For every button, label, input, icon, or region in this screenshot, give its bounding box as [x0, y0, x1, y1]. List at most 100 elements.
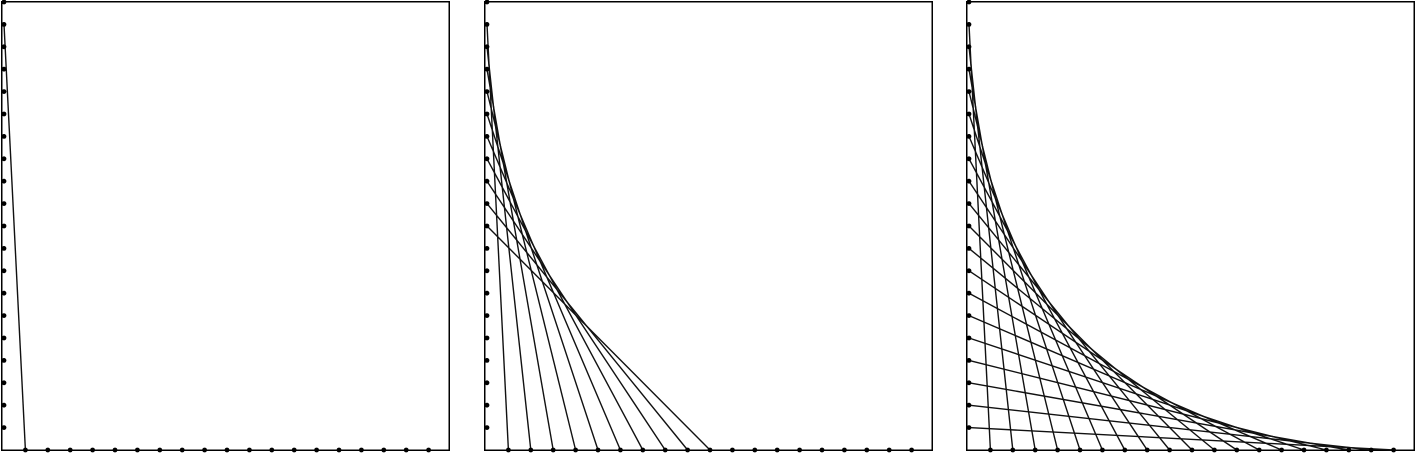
thread-line: [968, 225, 1193, 451]
bottom-edge-pin: [90, 447, 95, 453]
left-edge-pin: [1, 156, 7, 162]
left-edge-pin: [1, 0, 7, 5]
bottom-edge-pin: [135, 447, 140, 453]
bottom-edge-pin: [247, 447, 252, 453]
left-edge-pin: [1, 358, 7, 363]
string-art-canvas-3: [966, 0, 1415, 453]
panel-frame: [484, 1, 933, 451]
left-edge-pin: [1, 89, 7, 94]
left-edge-pin: [1, 313, 7, 318]
left-edge-pin: [484, 66, 490, 72]
left-edge-pin: [1, 402, 7, 408]
bottom-edge-pin: [573, 447, 578, 453]
left-edge-pin: [966, 44, 972, 50]
bottom-edge-pin: [359, 447, 364, 453]
bottom-edge-pin: [864, 447, 870, 453]
left-edge-pin: [966, 156, 972, 162]
left-edge-pin: [484, 246, 490, 251]
thread-line: [968, 382, 1349, 451]
bottom-edge-pin: [1256, 447, 1262, 453]
left-edge-pin: [966, 22, 972, 27]
left-edge-pin: [484, 358, 490, 363]
left-edge-pin: [484, 44, 490, 50]
bottom-edge-pin: [269, 447, 275, 453]
bottom-edge-pin: [1032, 447, 1038, 453]
bottom-edge-pin: [45, 447, 51, 453]
bottom-edge-pin: [618, 447, 623, 453]
bottom-edge-pin: [1122, 447, 1128, 453]
bottom-edge-pin: [506, 447, 511, 453]
bottom-edge-pin: [595, 447, 601, 453]
bottom-edge-pin: [774, 447, 780, 453]
thread-line: [486, 225, 711, 451]
left-edge-pin: [1, 335, 7, 341]
bottom-edge-pin: [314, 447, 319, 453]
bottom-edge-pin: [1234, 447, 1240, 453]
left-edge-pin: [484, 89, 490, 94]
string-art-canvas-2: [484, 0, 933, 453]
bottom-edge-pin: [157, 447, 163, 453]
left-edge-pin: [1, 380, 7, 386]
bottom-edge-pin: [403, 447, 409, 453]
thread-line: [3, 24, 27, 451]
bottom-edge-pin: [1212, 447, 1217, 453]
left-edge-pin: [1, 223, 7, 229]
bottom-edge-pin: [842, 447, 847, 453]
bottom-edge-pin: [1301, 447, 1307, 453]
thread-line: [968, 426, 1394, 451]
left-edge-pin: [484, 0, 490, 5]
thread-line: [968, 404, 1372, 451]
string-art-panel-3: [966, 0, 1415, 453]
bottom-edge-pin: [1391, 447, 1396, 453]
left-edge-pin: [1, 201, 7, 207]
thread-line: [968, 270, 1238, 451]
bottom-edge-pin: [752, 447, 758, 453]
bottom-edge-pin: [202, 447, 208, 453]
left-edge-pin: [966, 246, 972, 251]
bottom-edge-pin: [291, 447, 297, 453]
left-edge-pin: [966, 66, 972, 72]
bottom-edge-pin: [1324, 447, 1329, 453]
bottom-edge-pin: [1167, 447, 1172, 453]
string-art-panel-1: [1, 0, 450, 453]
left-edge-pin: [484, 335, 490, 341]
left-edge-pin: [966, 178, 972, 184]
bottom-edge-pin: [67, 447, 73, 453]
bottom-edge-pin: [730, 447, 735, 453]
left-edge-pin: [484, 380, 490, 386]
bottom-edge-pin: [1010, 447, 1016, 453]
thread-line: [968, 337, 1305, 451]
left-edge-pin: [966, 358, 972, 363]
left-edge-pin: [966, 425, 972, 430]
left-edge-pin: [1, 246, 7, 251]
bottom-edge-pin: [23, 447, 28, 453]
bottom-edge-pin: [1189, 447, 1195, 453]
left-edge-pin: [1, 178, 7, 184]
left-edge-pin: [484, 425, 490, 430]
left-edge-pin: [1, 22, 7, 27]
thread-line: [968, 247, 1215, 451]
left-edge-pin: [1, 111, 7, 117]
bottom-edge-pin: [1100, 447, 1105, 453]
bottom-edge-pin: [819, 447, 825, 453]
left-edge-pin: [484, 268, 490, 274]
string-art-panel-2: [484, 0, 933, 453]
bottom-edge-pin: [797, 447, 802, 453]
left-edge-pin: [484, 201, 490, 207]
left-edge-pin: [484, 402, 490, 408]
bottom-edge-pin: [179, 447, 185, 453]
left-edge-pin: [484, 178, 490, 184]
left-edge-pin: [1, 44, 7, 50]
bottom-edge-pin: [550, 447, 556, 453]
left-edge-pin: [966, 268, 972, 274]
left-edge-pin: [966, 134, 972, 139]
bottom-edge-pin: [640, 447, 646, 453]
bottom-edge-pin: [1077, 447, 1083, 453]
left-edge-pin: [966, 89, 972, 94]
bottom-edge-pin: [909, 447, 914, 453]
left-edge-pin: [966, 223, 972, 229]
bottom-edge-pin: [1368, 447, 1374, 453]
bottom-edge-pin: [707, 447, 713, 453]
left-edge-pin: [1, 425, 7, 430]
bottom-edge-pin: [1346, 447, 1352, 453]
